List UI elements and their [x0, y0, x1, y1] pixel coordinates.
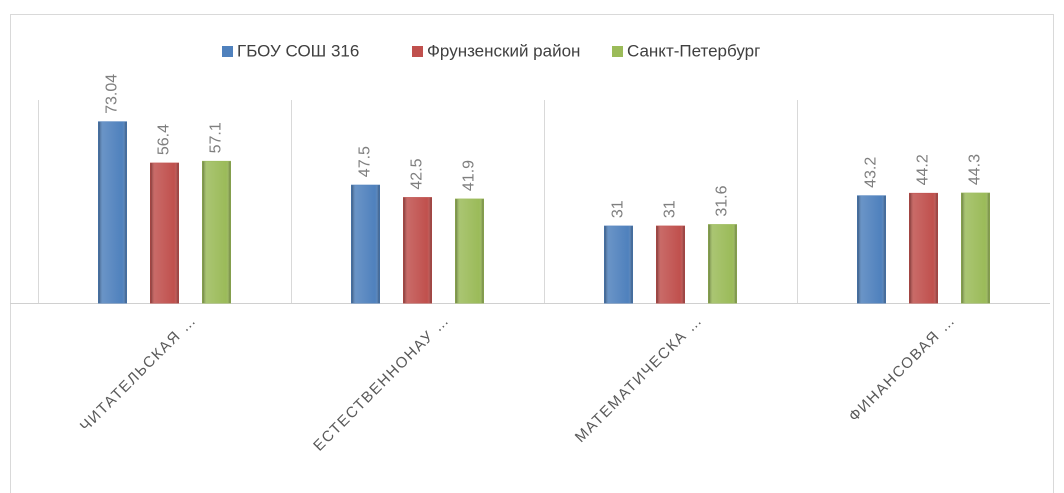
bar-bevel	[403, 197, 432, 303]
value-label: 44.3	[967, 154, 984, 185]
legend-label: Фрунзенский район	[427, 41, 580, 60]
value-label: 42.5	[409, 158, 426, 189]
bar-bevel	[604, 226, 633, 303]
value-label: 43.2	[863, 157, 880, 188]
value-label: 41.9	[461, 160, 478, 191]
value-label: 31	[610, 200, 627, 218]
value-label: 57.1	[208, 122, 225, 153]
bar-bevel	[202, 161, 231, 303]
bar-bevel	[961, 193, 990, 303]
legend-label: Санкт-Петербург	[627, 41, 760, 60]
bar-bevel	[351, 185, 380, 303]
value-label: 47.5	[357, 146, 374, 177]
bar-bevel	[909, 193, 938, 303]
value-label: 31.6	[714, 185, 731, 216]
bar-bevel	[857, 195, 886, 303]
legend-swatch	[412, 46, 423, 57]
bar-bevel	[656, 226, 685, 303]
legend-swatch	[612, 46, 623, 57]
value-label: 44.2	[915, 154, 932, 185]
value-label: 31	[662, 200, 679, 218]
bar-bevel	[455, 199, 484, 303]
value-label: 73.04	[104, 74, 121, 114]
bar-bevel	[150, 163, 179, 303]
legend-swatch	[222, 46, 233, 57]
value-label: 56.4	[156, 124, 173, 155]
legend-label: ГБОУ СОШ 316	[237, 41, 359, 60]
bar-bevel	[98, 121, 127, 303]
bar-bevel	[708, 224, 737, 303]
